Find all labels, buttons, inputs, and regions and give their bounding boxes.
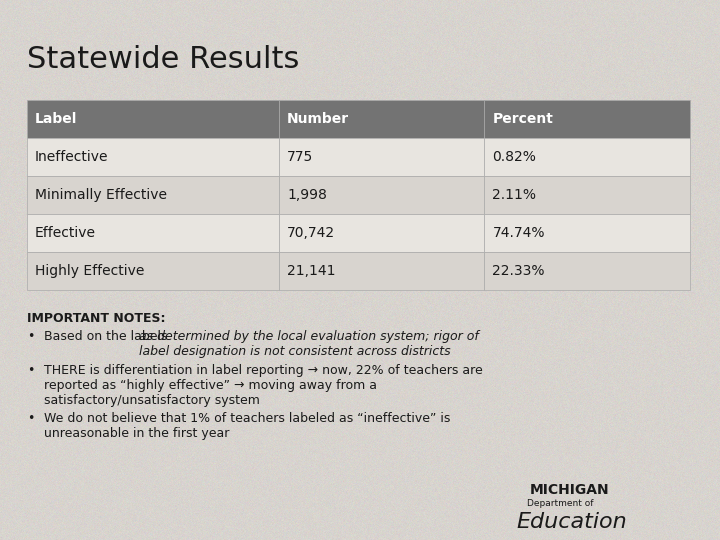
Bar — [279, 214, 485, 252]
Text: Based on the labels: Based on the labels — [44, 330, 171, 343]
Text: 0.82%: 0.82% — [492, 150, 536, 164]
Text: THERE is differentiation in label reporting → now, 22% of teachers are
reported : THERE is differentiation in label report… — [44, 364, 482, 407]
Bar — [485, 252, 690, 290]
Text: 775: 775 — [287, 150, 313, 164]
Text: 70,742: 70,742 — [287, 226, 335, 240]
Text: •: • — [27, 364, 35, 377]
Text: Effective: Effective — [35, 226, 96, 240]
Text: IMPORTANT NOTES:: IMPORTANT NOTES: — [27, 312, 166, 325]
Bar — [279, 176, 485, 214]
Text: Department of: Department of — [527, 498, 593, 508]
Bar — [485, 176, 690, 214]
Bar — [485, 100, 690, 138]
Text: Education: Education — [516, 512, 626, 532]
Text: MICHIGAN: MICHIGAN — [530, 483, 610, 497]
Text: 1,998: 1,998 — [287, 188, 327, 202]
Bar — [27, 214, 279, 252]
Text: 2.11%: 2.11% — [492, 188, 536, 202]
Text: Percent: Percent — [492, 112, 554, 126]
Bar — [279, 138, 485, 176]
Text: 74.74%: 74.74% — [492, 226, 545, 240]
Text: 21,141: 21,141 — [287, 264, 336, 278]
Text: Label: Label — [35, 112, 77, 126]
Text: •: • — [27, 412, 35, 425]
Text: Number: Number — [287, 112, 349, 126]
Bar — [485, 138, 690, 176]
Bar — [27, 138, 279, 176]
Text: Statewide Results: Statewide Results — [27, 45, 300, 75]
Text: We do not believe that 1% of teachers labeled as “ineffective” is
unreasonable i: We do not believe that 1% of teachers la… — [44, 412, 451, 440]
Text: as determined by the local evaluation system; rigor of
label designation is not : as determined by the local evaluation sy… — [139, 330, 479, 358]
Bar — [27, 252, 279, 290]
Bar — [279, 100, 485, 138]
Text: Highly Effective: Highly Effective — [35, 264, 145, 278]
Bar — [279, 252, 485, 290]
Bar — [27, 176, 279, 214]
Text: •: • — [27, 330, 35, 343]
Text: Minimally Effective: Minimally Effective — [35, 188, 167, 202]
Bar — [27, 100, 279, 138]
Text: Ineffective: Ineffective — [35, 150, 109, 164]
Bar — [485, 214, 690, 252]
Text: 22.33%: 22.33% — [492, 264, 545, 278]
